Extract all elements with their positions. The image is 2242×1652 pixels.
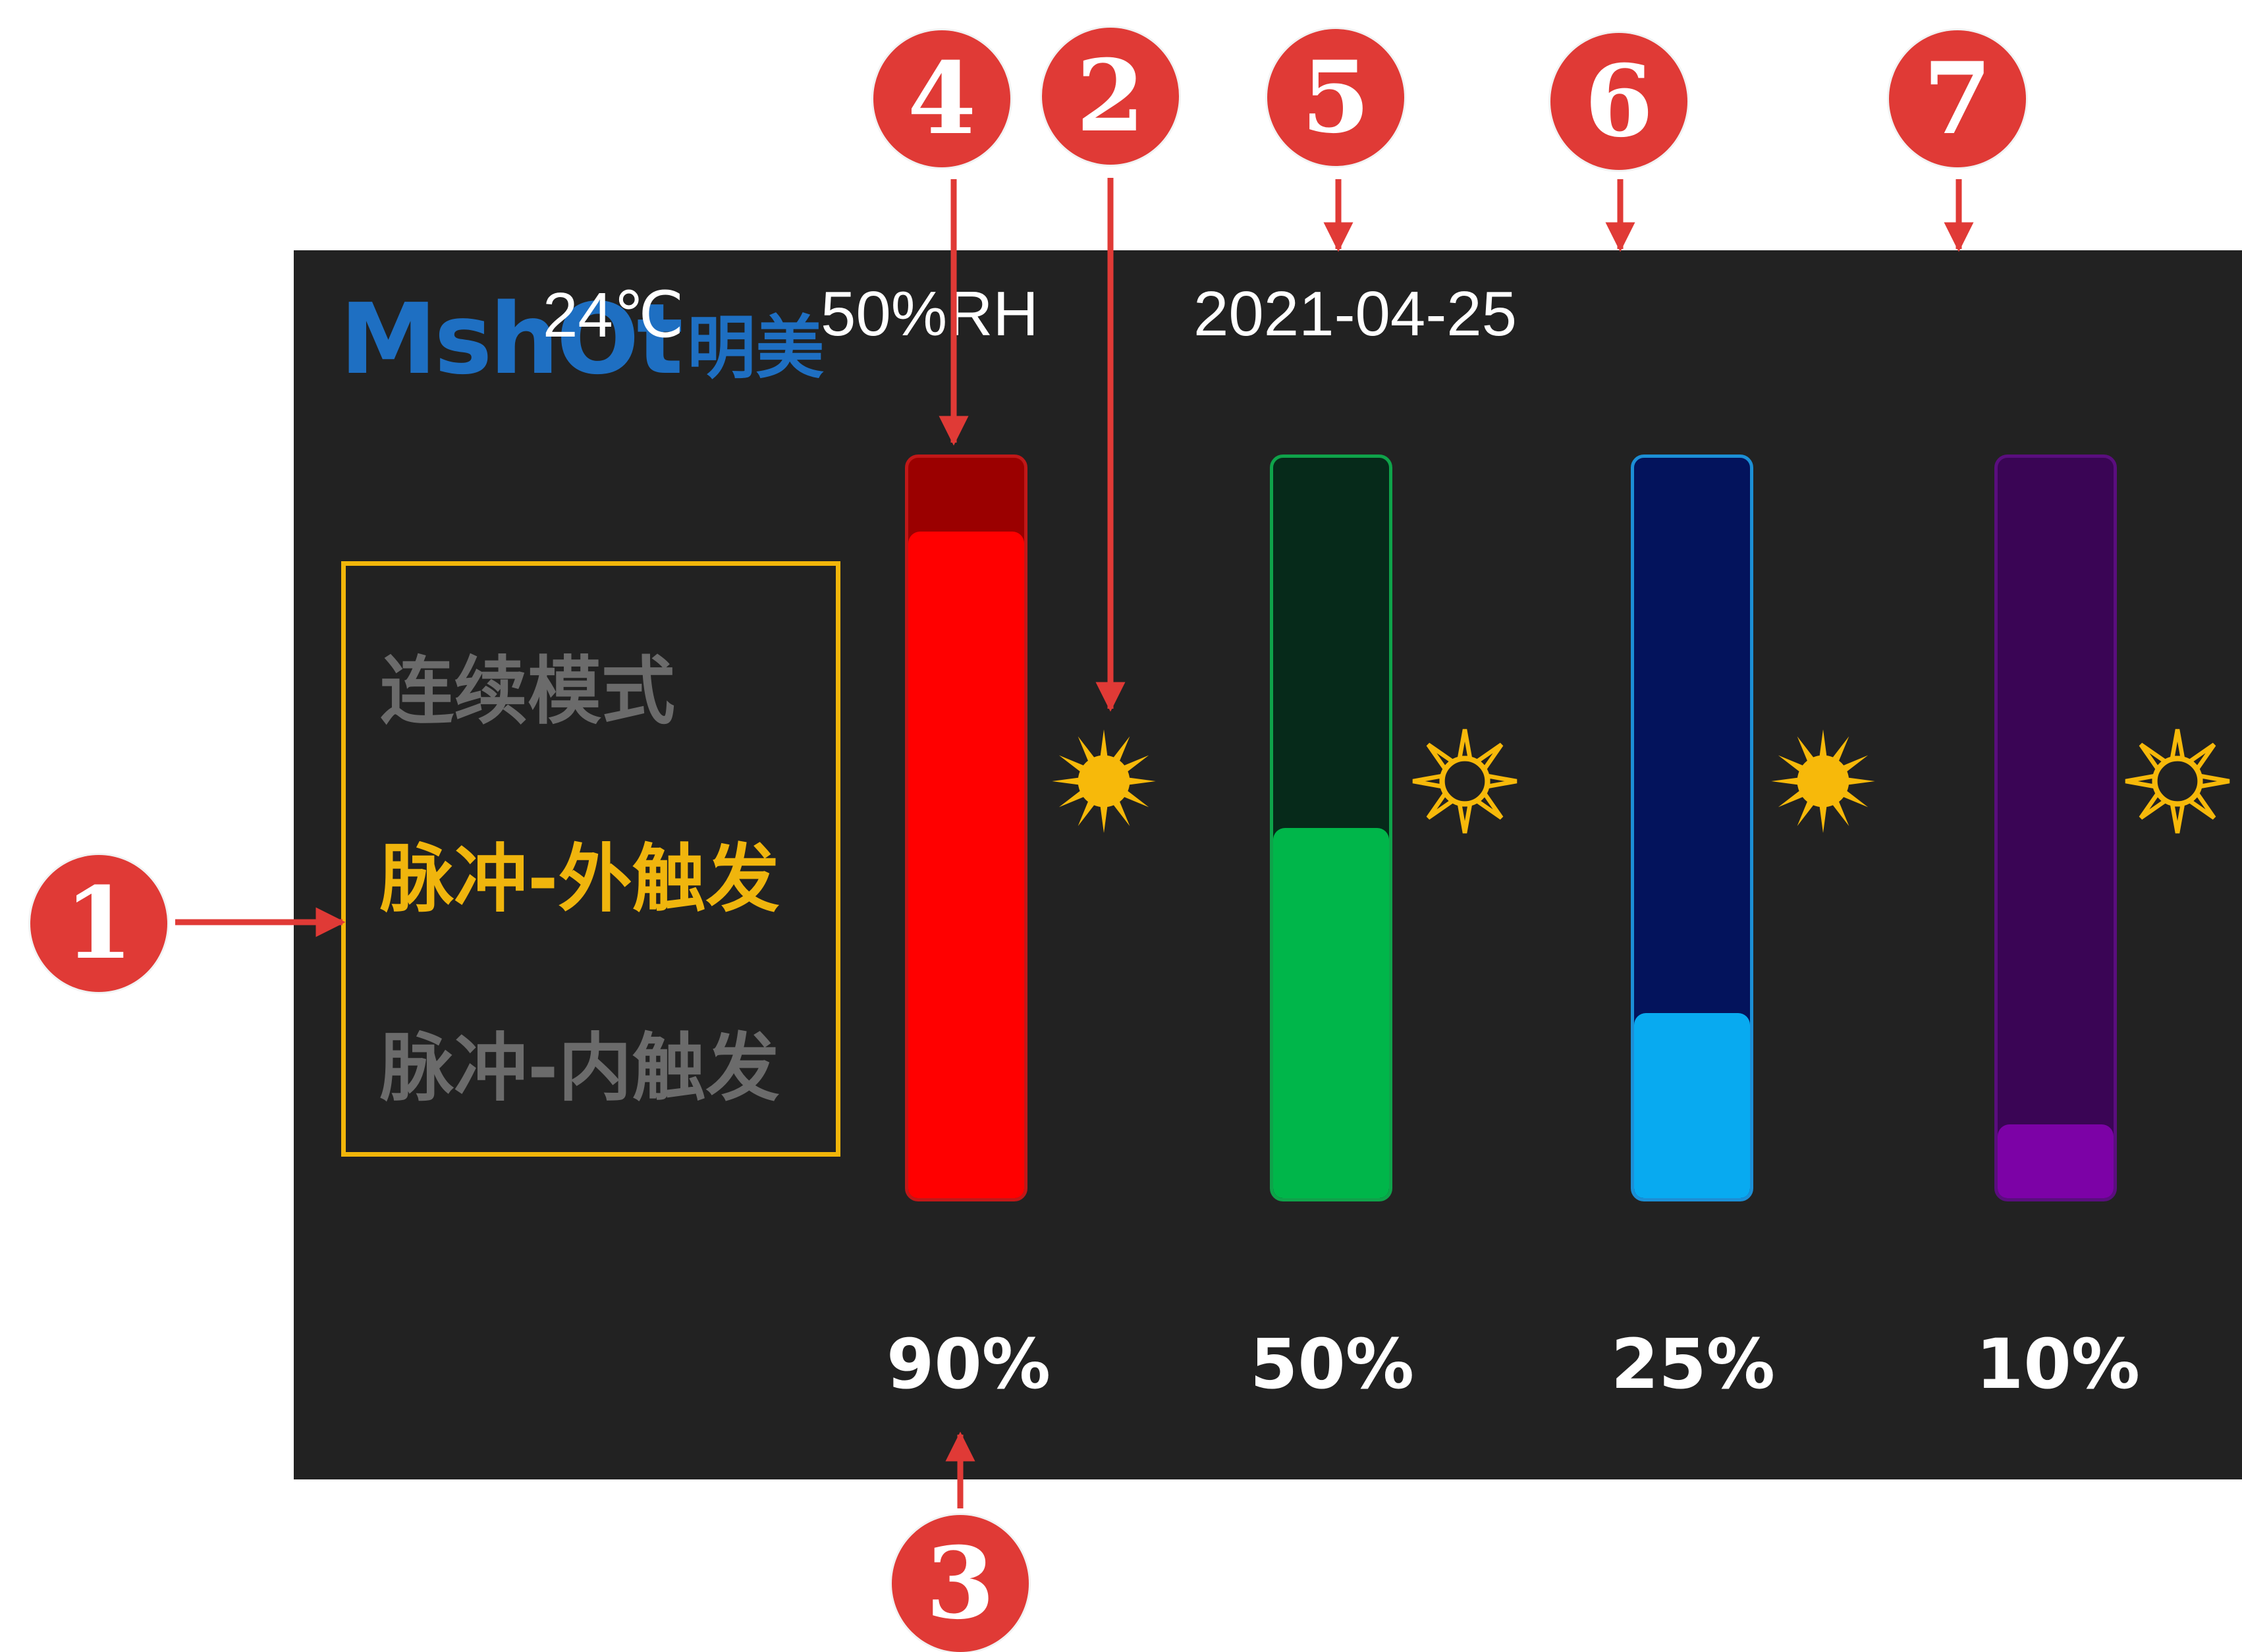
mode-item-continuous[interactable]: 连续模式 xyxy=(380,649,675,734)
channel-bar-4[interactable] xyxy=(1994,454,2117,1201)
channel-1-percent: 90% xyxy=(887,1324,1051,1404)
callout-marker-6: 6 xyxy=(1550,33,1687,170)
brand-logo: MshOt 明美 xyxy=(340,283,825,396)
logo-latin-text: MshOt xyxy=(340,283,683,396)
date-readout: 2021-04-25 xyxy=(1193,279,1517,349)
mode-item-pulse-internal[interactable]: 脉冲-内触发 xyxy=(380,1026,780,1111)
channel-bar-3[interactable] xyxy=(1631,454,1753,1201)
channel-2-percent: 50% xyxy=(1250,1324,1414,1404)
logo-cjk-text: 明美 xyxy=(687,307,825,388)
channel-bar-4-fill xyxy=(1998,1124,2114,1198)
channel-bar-3-fill xyxy=(1634,1013,1750,1198)
callout-marker-4: 4 xyxy=(873,30,1010,167)
callout-marker-1: 1 xyxy=(30,855,167,992)
channel-bar-1[interactable] xyxy=(905,454,1027,1201)
callout-marker-5: 5 xyxy=(1267,29,1404,166)
callout-marker-2: 2 xyxy=(1042,28,1179,165)
mode-selector[interactable]: 连续模式 脉冲-外触发 脉冲-内触发 xyxy=(341,561,840,1157)
channel-bar-2[interactable] xyxy=(1270,454,1392,1201)
callout-marker-7: 7 xyxy=(1889,30,2026,167)
channel-bar-2-fill xyxy=(1273,828,1389,1198)
sun-solid-icon[interactable] xyxy=(1050,727,1158,835)
channel-bar-1-fill xyxy=(908,532,1024,1198)
channel-3-percent: 25% xyxy=(1611,1324,1775,1404)
sun-outline-icon[interactable] xyxy=(1411,727,1519,835)
sun-outline-icon[interactable] xyxy=(2123,727,2231,835)
mode-item-pulse-external[interactable]: 脉冲-外触发 xyxy=(380,837,780,922)
device-screen: MshOt 明美 连续模式 脉冲-外触发 脉冲-内触发 24℃ 50%RH 20… xyxy=(294,250,2242,1479)
channel-4-percent: 10% xyxy=(1976,1324,2140,1404)
sun-solid-icon[interactable] xyxy=(1769,727,1877,835)
callout-marker-3: 3 xyxy=(892,1515,1029,1652)
humidity-readout: 50%RH xyxy=(821,279,1039,349)
temperature-readout: 24℃ xyxy=(543,280,684,350)
